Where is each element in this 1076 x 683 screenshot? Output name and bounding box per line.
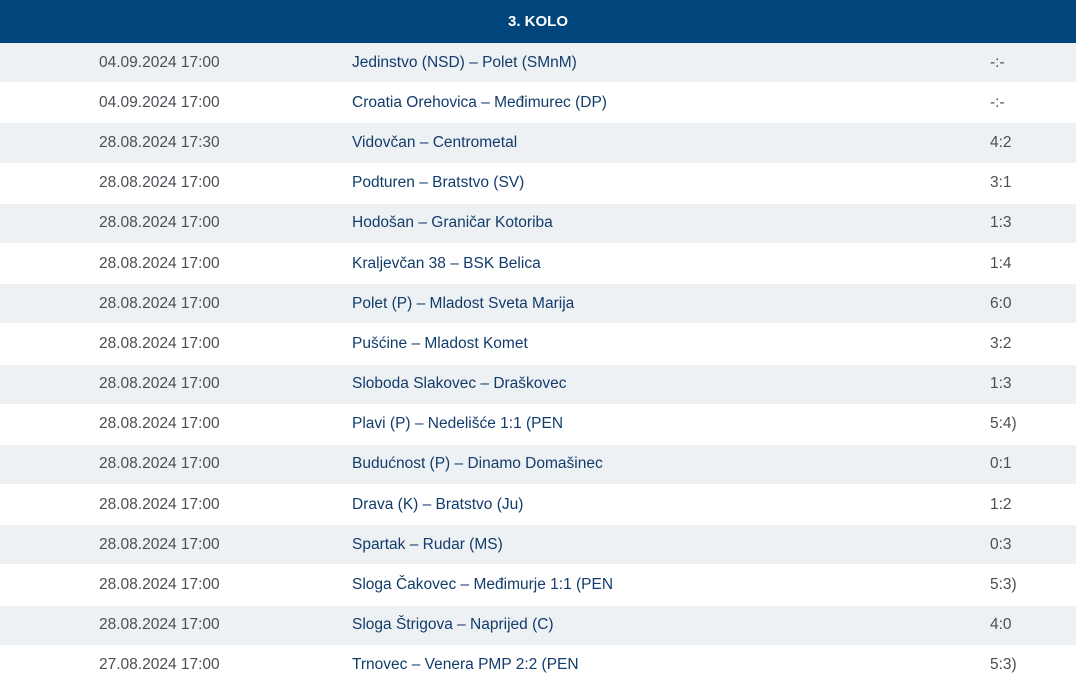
match-score: 0:3 bbox=[990, 535, 1012, 553]
match-score: 5:3) bbox=[990, 576, 1017, 594]
match-link[interactable]: Sloga Štrigova – Naprijed (C) bbox=[352, 616, 554, 634]
match-date: 04.09.2024 17:00 bbox=[99, 93, 220, 111]
match-date: 28.08.2024 17:00 bbox=[99, 495, 220, 513]
match-link[interactable]: Vidovčan – Centrometal bbox=[352, 133, 518, 151]
match-link[interactable]: Plavi (P) – Nedelišće 1:1 (PEN bbox=[352, 415, 564, 433]
match-row: 28.08.2024 17:00 Drava (K) – Bratstvo (Ju… bbox=[0, 485, 1076, 526]
match-row: 28.08.2024 17:00 Polet (P) – Mladost Svet… bbox=[0, 284, 1076, 325]
match-list: 04.09.2024 17:00 Jedinstvo (NSD) – Polet … bbox=[0, 43, 1076, 683]
match-score: 1:2 bbox=[990, 495, 1012, 513]
match-date: 28.08.2024 17:00 bbox=[99, 455, 220, 473]
match-score: 3:2 bbox=[990, 334, 1012, 352]
match-date: 28.08.2024 17:00 bbox=[99, 375, 220, 393]
match-row: 28.08.2024 17:00 Budućnost (P) – Dinamo D… bbox=[0, 444, 1076, 486]
match-link[interactable]: Kraljevčan 38 – BSK Belica bbox=[352, 254, 541, 272]
match-score: -:- bbox=[990, 93, 1005, 111]
match-date: 27.08.2024 17:00 bbox=[99, 656, 220, 674]
match-date: 28.08.2024 17:00 bbox=[99, 334, 220, 352]
match-date: 28.08.2024 17:00 bbox=[99, 576, 220, 594]
match-row: 28.08.2024 17:00 Sloga Štrigova – Naprije… bbox=[0, 605, 1076, 646]
match-row: 28.08.2024 17:00 Pušćine – Mladost Komet 3… bbox=[0, 324, 1076, 365]
match-row: 28.08.2024 17:00 Kraljevčan 38 – BSK Beli… bbox=[0, 243, 1076, 285]
round-title: 3. KOLO bbox=[507, 13, 568, 30]
match-link[interactable]: Pušćine – Mladost Komet bbox=[352, 334, 528, 352]
match-link[interactable]: Sloga Čakovec – Međimurje 1:1 (PEN bbox=[352, 576, 614, 594]
match-row: 27.08.2024 17:00 Trnovec – Venera PMP 2:2… bbox=[0, 645, 1076, 683]
match-link[interactable]: Croatia Orehovica – Međimurec (DP) bbox=[352, 93, 607, 111]
match-link[interactable]: Trnovec – Venera PMP 2:2 (PEN bbox=[352, 656, 579, 674]
match-score: 6:0 bbox=[990, 294, 1012, 312]
match-date: 28.08.2024 17:30 bbox=[99, 133, 220, 151]
match-link[interactable]: Drava (K) – Bratstvo (Ju) bbox=[352, 495, 524, 513]
match-row: 04.09.2024 17:00 Jedinstvo (NSD) – Polet … bbox=[0, 43, 1076, 84]
match-link[interactable]: Podturen – Bratstvo (SV) bbox=[352, 174, 525, 192]
match-row: 28.08.2024 17:00 Sloboda Slakovec – Drašk… bbox=[0, 364, 1076, 405]
match-score: 3:1 bbox=[990, 174, 1012, 192]
match-date: 28.08.2024 17:00 bbox=[99, 415, 220, 433]
match-score: 1:3 bbox=[990, 375, 1012, 393]
match-score: 0:1 bbox=[990, 455, 1012, 473]
match-row: 28.08.2024 17:00 Plavi (P) – Nedelišće 1:… bbox=[0, 404, 1076, 445]
match-row: 28.08.2024 17:30 Vidovčan – Centrometal 4:… bbox=[0, 123, 1076, 164]
match-date: 28.08.2024 17:00 bbox=[99, 294, 220, 312]
match-date: 28.08.2024 17:00 bbox=[99, 535, 220, 553]
match-link[interactable]: Spartak – Rudar (MS) bbox=[352, 535, 503, 553]
match-row: 28.08.2024 17:00 Spartak – Rudar (MS) 0:3 bbox=[0, 525, 1076, 566]
match-score: 4:0 bbox=[990, 616, 1012, 634]
match-score: 5:3) bbox=[990, 656, 1017, 674]
match-row: 28.08.2024 17:00 Podturen – Bratstvo (SV)… bbox=[0, 163, 1076, 204]
match-row: 04.09.2024 17:00 Croatia Orehovica – Međi… bbox=[0, 83, 1076, 124]
match-link[interactable]: Sloboda Slakovec – Draškovec bbox=[352, 375, 567, 393]
match-date: 28.08.2024 17:00 bbox=[99, 616, 220, 634]
match-date: 28.08.2024 17:00 bbox=[99, 254, 220, 272]
match-score: 1:3 bbox=[990, 214, 1012, 232]
match-date: 04.09.2024 17:00 bbox=[99, 53, 220, 71]
match-score: -:- bbox=[990, 53, 1005, 71]
match-row: 28.08.2024 17:00 Hodošan – Graničar Kotor… bbox=[0, 203, 1076, 244]
match-score: 1:4 bbox=[990, 254, 1012, 272]
match-date: 28.08.2024 17:00 bbox=[99, 174, 220, 192]
round-header: 3. KOLO bbox=[0, 0, 1076, 43]
match-link[interactable]: Budućnost (P) – Dinamo Domašinec bbox=[352, 455, 603, 473]
match-score: 5:4) bbox=[990, 415, 1017, 433]
match-row: 28.08.2024 17:00 Sloga Čakovec – Međimurj… bbox=[0, 565, 1076, 606]
match-link[interactable]: Jedinstvo (NSD) – Polet (SMnM) bbox=[352, 53, 577, 71]
match-score: 4:2 bbox=[990, 133, 1012, 151]
match-date: 28.08.2024 17:00 bbox=[99, 214, 220, 232]
match-link[interactable]: Polet (P) – Mladost Sveta Marija bbox=[352, 294, 575, 312]
match-link[interactable]: Hodošan – Graničar Kotoriba bbox=[352, 214, 553, 232]
